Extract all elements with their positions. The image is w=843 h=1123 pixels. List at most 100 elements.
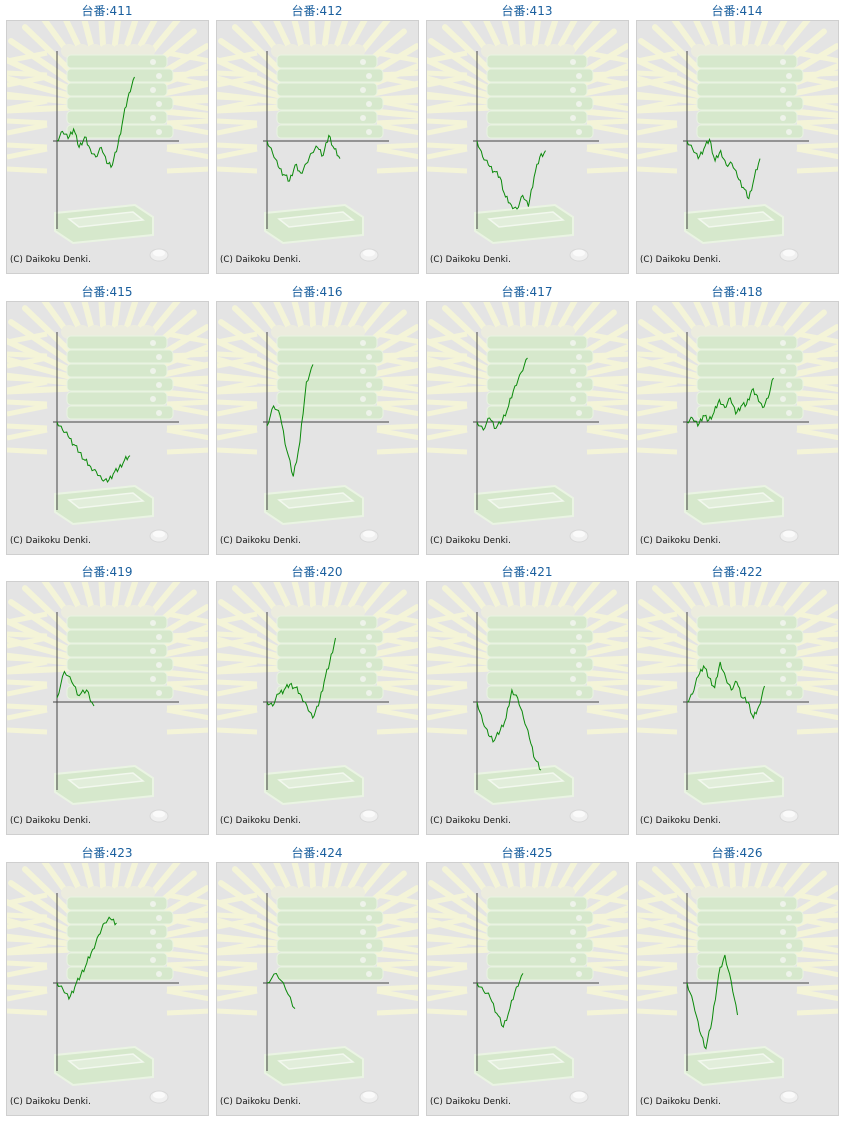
machine-number-link[interactable]: 台番:417: [501, 285, 553, 299]
slump-graph-svg: [217, 863, 418, 1104]
copyright-text: (C) Daikoku Denki.: [220, 536, 301, 546]
machine-chart-card: 台番:425 (C) Daikoku Denki.: [422, 842, 632, 1122]
slump-graph[interactable]: (C) Daikoku Denki.: [426, 581, 629, 835]
data-line: [476, 973, 524, 1028]
machine-chart-card: 台番:414 (C) Daikoku Denki.: [632, 0, 842, 280]
machine-number-link[interactable]: 台番:426: [711, 846, 763, 860]
background-art: [217, 302, 418, 543]
data-line: [266, 134, 341, 182]
copyright-text: (C) Daikoku Denki.: [220, 816, 301, 826]
machine-chart-card: 台番:420 (C) Daikoku Denki.: [212, 561, 422, 841]
slump-graph[interactable]: (C) Daikoku Denki.: [636, 862, 839, 1116]
machine-number-link[interactable]: 台番:419: [81, 565, 133, 579]
machine-number-link[interactable]: 台番:415: [81, 285, 133, 299]
slump-graph-svg: [7, 582, 208, 823]
background-art: [427, 302, 628, 543]
copyright-text: (C) Daikoku Denki.: [10, 255, 91, 265]
data-line: [686, 137, 761, 200]
slump-graph-svg: [637, 863, 838, 1104]
data-line: [266, 364, 314, 477]
data-line: [56, 670, 95, 707]
background-art: [637, 863, 838, 1104]
machine-number-link[interactable]: 台番:425: [501, 846, 553, 860]
background-art: [637, 21, 838, 262]
slump-graph-svg: [217, 21, 418, 262]
copyright-text: (C) Daikoku Denki.: [640, 1097, 721, 1107]
machine-chart-card: 台番:412 (C) Daikoku Denki.: [212, 0, 422, 280]
data-line: [56, 421, 131, 484]
data-line: [476, 357, 528, 431]
slump-graph-svg: [427, 302, 628, 543]
machine-chart-card: 台番:415 (C) Daikoku Denki.: [2, 281, 212, 561]
copyright-text: (C) Daikoku Denki.: [640, 536, 721, 546]
slump-graph[interactable]: (C) Daikoku Denki.: [6, 581, 209, 835]
machine-number-link[interactable]: 台番:413: [501, 4, 553, 18]
data-line: [476, 688, 542, 771]
slump-graph[interactable]: (C) Daikoku Denki.: [6, 862, 209, 1116]
copyright-text: (C) Daikoku Denki.: [10, 816, 91, 826]
slump-graph[interactable]: (C) Daikoku Denki.: [216, 581, 419, 835]
slump-graph-svg: [7, 21, 208, 262]
background-art: [217, 863, 418, 1104]
machine-chart-card: 台番:426 (C) Daikoku Denki.: [632, 842, 842, 1122]
machine-number-link[interactable]: 台番:416: [291, 285, 343, 299]
background-art: [427, 21, 628, 262]
slump-graph-svg: [7, 863, 208, 1104]
slump-graph[interactable]: (C) Daikoku Denki.: [426, 862, 629, 1116]
data-line: [266, 637, 336, 720]
data-line: [476, 140, 546, 210]
slump-graph-svg: [7, 302, 208, 543]
machine-number-link[interactable]: 台番:422: [711, 565, 763, 579]
slump-graph[interactable]: (C) Daikoku Denki.: [426, 20, 629, 274]
slump-graph[interactable]: (C) Daikoku Denki.: [426, 301, 629, 555]
background-art: [637, 302, 838, 543]
slump-graph[interactable]: (C) Daikoku Denki.: [6, 20, 209, 274]
data-line: [56, 76, 135, 169]
machine-number-link[interactable]: 台番:424: [291, 846, 343, 860]
slump-graph-svg: [637, 302, 838, 543]
data-line: [686, 954, 738, 1050]
copyright-text: (C) Daikoku Denki.: [430, 816, 511, 826]
machine-number-link[interactable]: 台番:412: [291, 4, 343, 18]
copyright-text: (C) Daikoku Denki.: [640, 255, 721, 265]
background-art: [7, 302, 208, 543]
machine-chart-card: 台番:417 (C) Daikoku Denki.: [422, 281, 632, 561]
background-art: [217, 582, 418, 823]
machine-number-link[interactable]: 台番:421: [501, 565, 553, 579]
machine-chart-card: 台番:411 (C) Daikoku Denki.: [2, 0, 212, 280]
slump-graph[interactable]: (C) Daikoku Denki.: [216, 20, 419, 274]
machine-number-link[interactable]: 台番:423: [81, 846, 133, 860]
background-art: [427, 863, 628, 1104]
slump-graph[interactable]: (C) Daikoku Denki.: [6, 301, 209, 555]
data-line: [686, 377, 774, 428]
slump-graph[interactable]: (C) Daikoku Denki.: [216, 301, 419, 555]
machine-chart-card: 台番:413 (C) Daikoku Denki.: [422, 0, 632, 280]
copyright-text: (C) Daikoku Denki.: [430, 536, 511, 546]
background-art: [427, 582, 628, 823]
slump-graph-svg: [217, 302, 418, 543]
slump-graph-svg: [427, 863, 628, 1104]
copyright-text: (C) Daikoku Denki.: [220, 1097, 301, 1107]
background-art: [7, 582, 208, 823]
copyright-text: (C) Daikoku Denki.: [430, 1097, 511, 1107]
slump-graph[interactable]: (C) Daikoku Denki.: [216, 862, 419, 1116]
slump-graph-svg: [217, 582, 418, 823]
slump-graph-svg: [427, 21, 628, 262]
machine-number-link[interactable]: 台番:420: [291, 565, 343, 579]
machine-number-link[interactable]: 台番:418: [711, 285, 763, 299]
data-line: [56, 916, 117, 1001]
background-art: [637, 582, 838, 823]
slump-graph[interactable]: (C) Daikoku Denki.: [636, 301, 839, 555]
data-line: [266, 972, 296, 1009]
machine-chart-card: 台番:423 (C) Daikoku Denki.: [2, 842, 212, 1122]
slump-graph[interactable]: (C) Daikoku Denki.: [636, 20, 839, 274]
background-art: [217, 21, 418, 262]
slump-graph[interactable]: (C) Daikoku Denki.: [636, 581, 839, 835]
machine-number-link[interactable]: 台番:411: [81, 4, 133, 18]
machine-number-link[interactable]: 台番:414: [711, 4, 763, 18]
machine-chart-card: 台番:416 (C) Daikoku Denki.: [212, 281, 422, 561]
copyright-text: (C) Daikoku Denki.: [10, 1097, 91, 1107]
slump-graph-svg: [637, 21, 838, 262]
background-art: [7, 21, 208, 262]
